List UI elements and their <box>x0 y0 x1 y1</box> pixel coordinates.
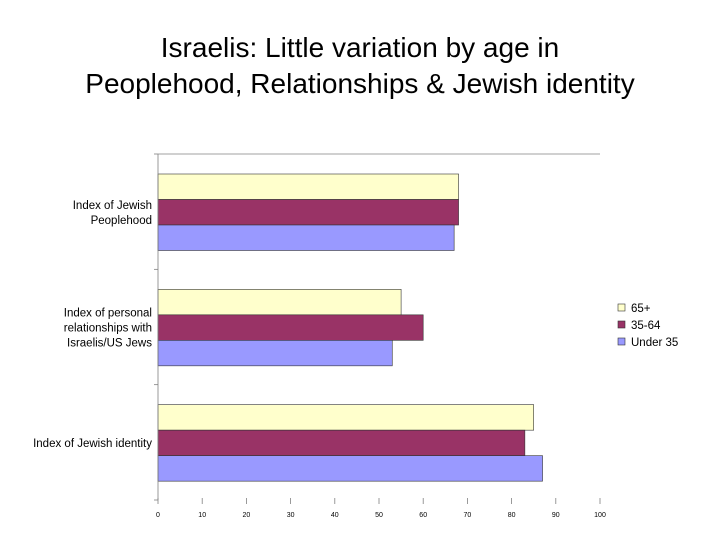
legend-label-2: 35-64 <box>631 320 661 332</box>
x-tick-label: 60 <box>419 512 427 519</box>
bar-1-series-2 <box>157 199 459 226</box>
category-labels: Index of Jewish Peoplehood Index of person… <box>33 200 152 450</box>
category-label-2-line-1: Index of personal <box>64 308 152 320</box>
category-label-2-line-3: Israelis/US Jews <box>67 338 152 350</box>
bar-3-series-2 <box>157 429 526 456</box>
x-tick-label: 20 <box>243 512 251 519</box>
legend-swatch-3 <box>617 337 626 346</box>
legend-swatch-2 <box>617 320 626 329</box>
legend-label-3: Under 35 <box>631 337 678 349</box>
bar-2-series-3 <box>157 340 393 367</box>
x-tick-label: 90 <box>552 512 560 519</box>
x-tick-label: 0 <box>156 512 160 519</box>
x-tick-label: 50 <box>375 512 383 519</box>
category-label-1-line-1: Index of Jewish <box>73 200 152 212</box>
x-tick-label: 80 <box>508 512 516 519</box>
slide-title: Israelis: Little variation by age in Peo… <box>0 30 720 102</box>
bar-2-series-1 <box>157 289 402 316</box>
x-tick-label: 40 <box>331 512 339 519</box>
title-line-2: Peoplehood, Relationships & Jewish ident… <box>85 68 635 99</box>
x-axis-ticks: 0 10 20 30 40 50 60 70 80 90 100 <box>156 498 606 519</box>
category-label-1-line-2: Peoplehood <box>91 215 152 227</box>
category-label-3-line-1: Index of Jewish identity <box>33 438 152 450</box>
legend-label-1: 65+ <box>631 303 651 315</box>
x-tick-label: 10 <box>198 512 206 519</box>
x-tick-label: 30 <box>287 512 295 519</box>
x-tick-label: 70 <box>464 512 472 519</box>
legend-swatch-1 <box>617 303 626 312</box>
bars-group <box>157 173 543 482</box>
bar-2-series-2 <box>157 314 424 341</box>
bar-3-series-3 <box>157 455 543 482</box>
title-line-1: Israelis: Little variation by age in <box>160 32 560 63</box>
y-axis-ticks <box>154 153 158 501</box>
x-tick-label: 100 <box>594 512 606 519</box>
bar-1-series-3 <box>157 224 455 251</box>
bar-3-series-1 <box>157 404 535 431</box>
legend: 65+ 35-64 Under 35 <box>617 303 678 349</box>
bar-1-series-1 <box>157 173 459 200</box>
category-label-2-line-2: relationships with <box>64 323 152 335</box>
